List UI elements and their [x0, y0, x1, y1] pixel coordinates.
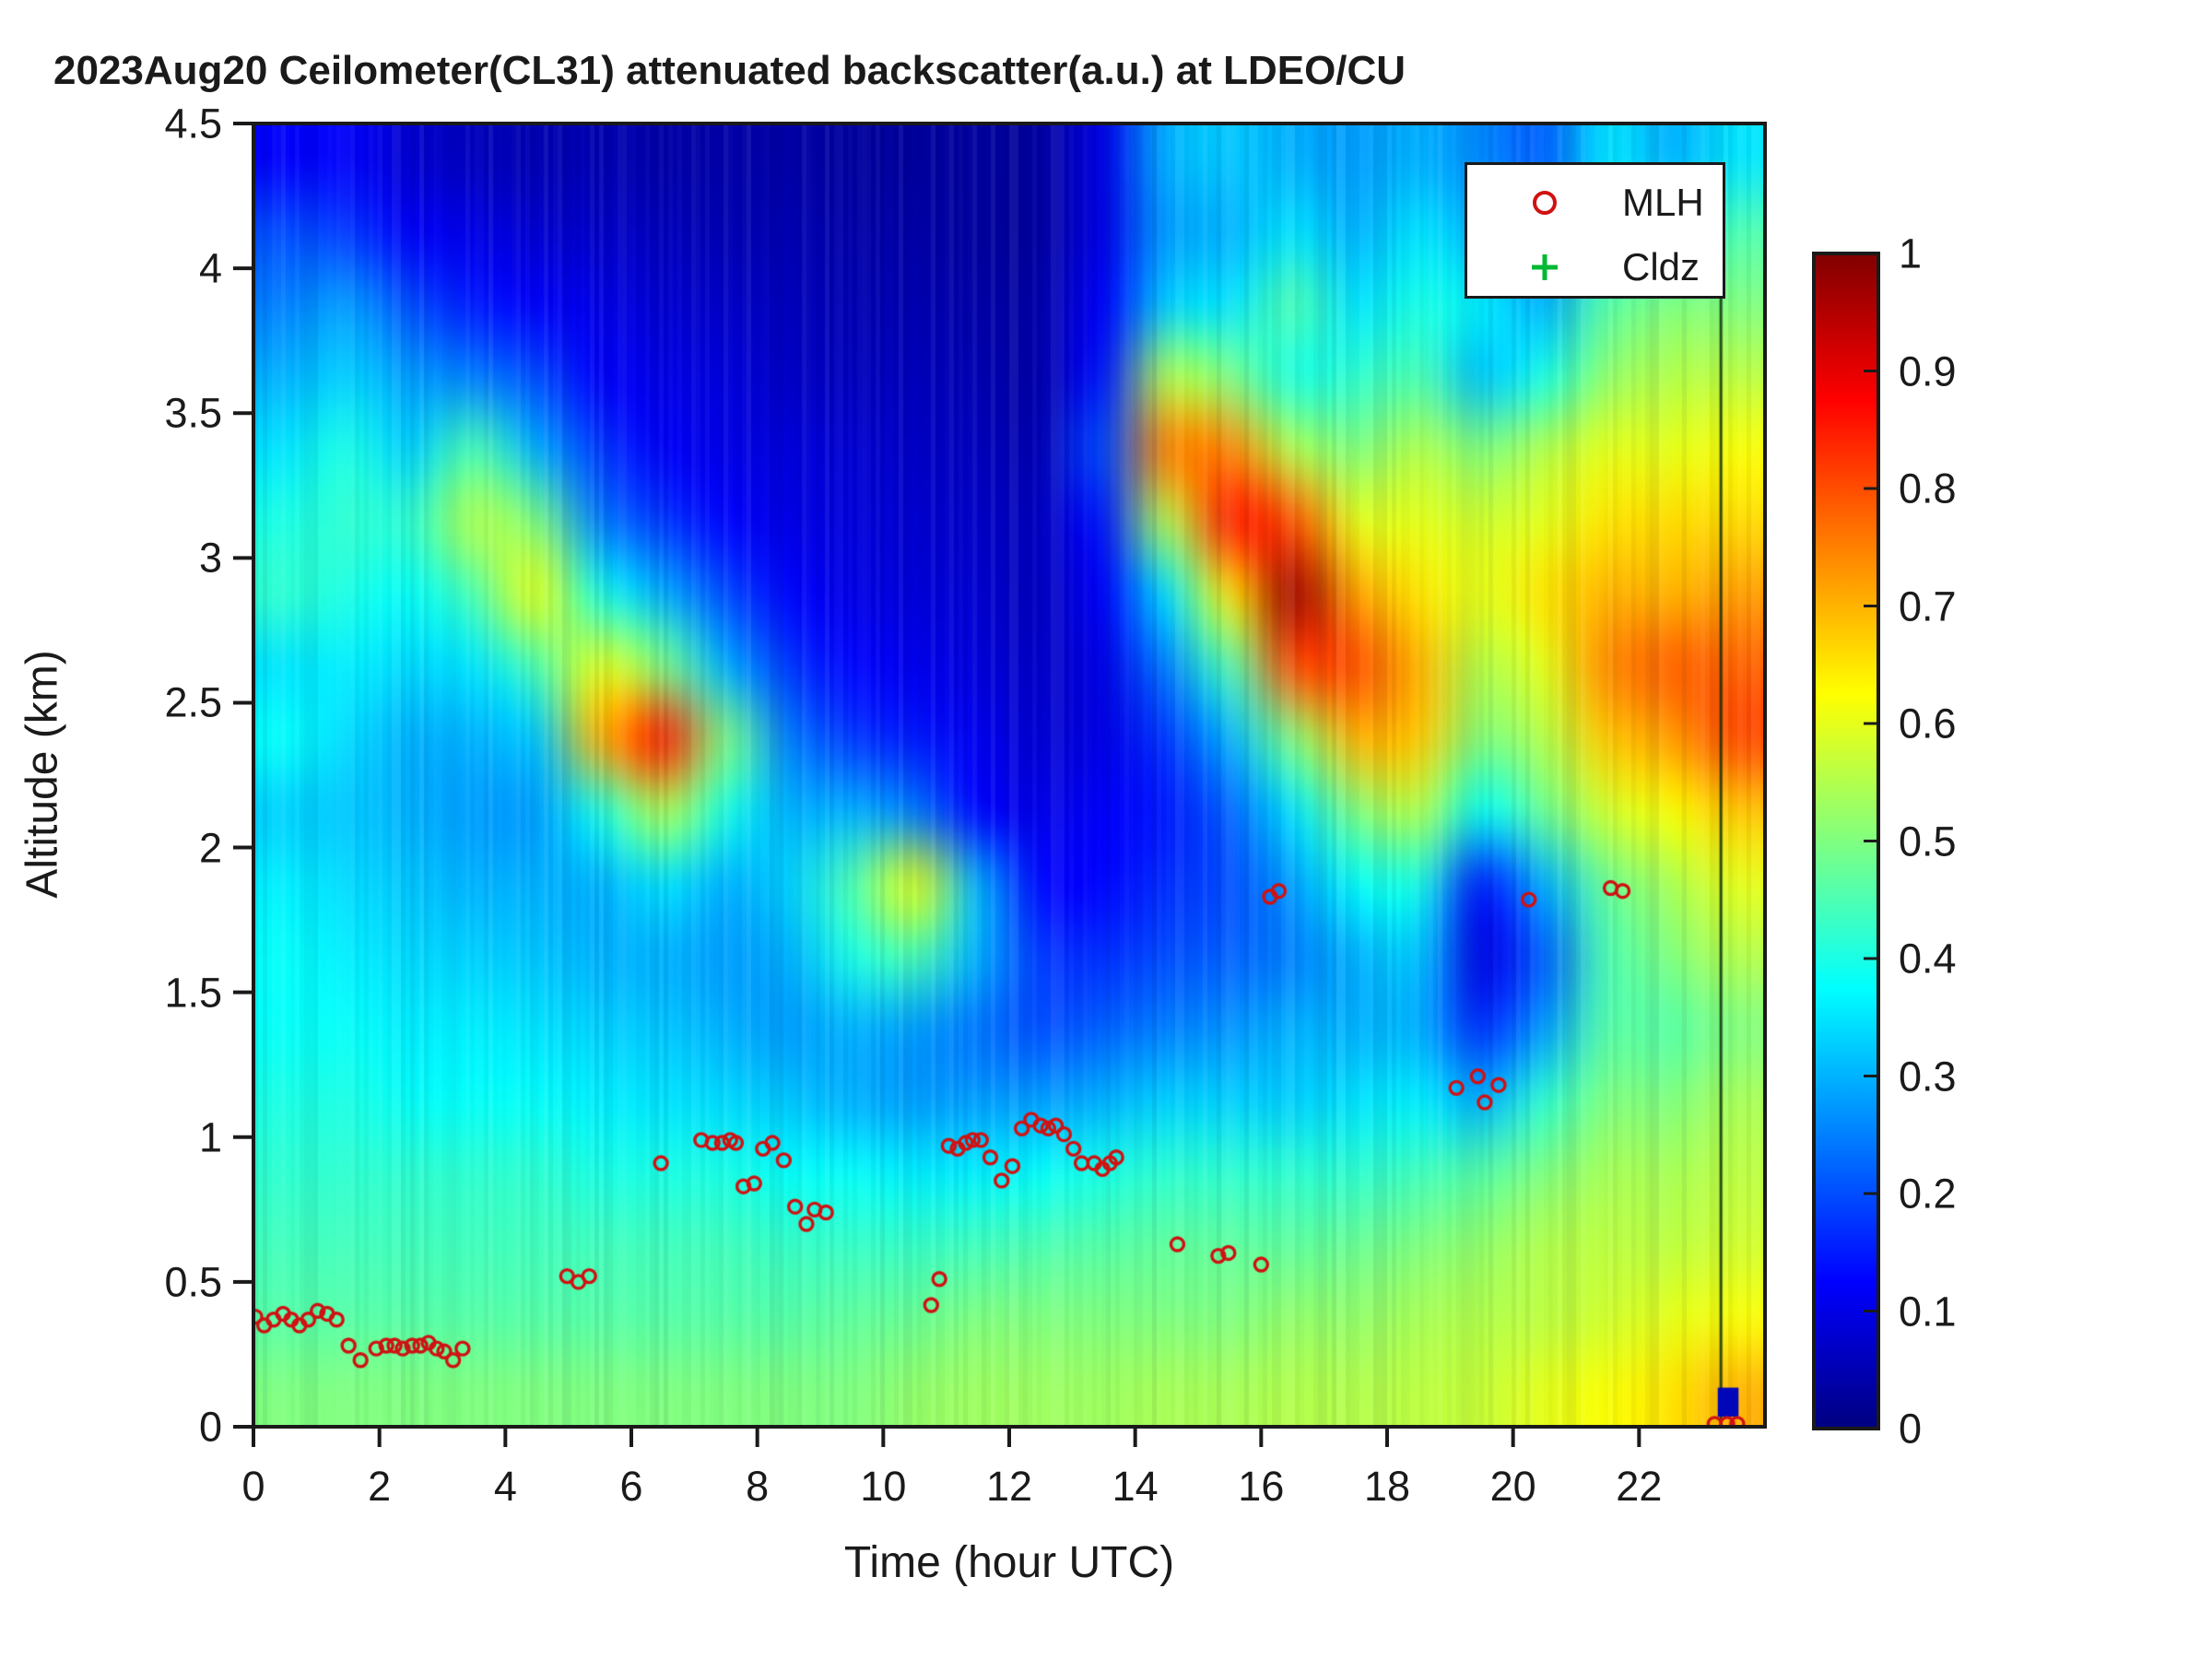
legend-box: MLH Cldz — [1465, 162, 1725, 299]
y-axis-tick-label: 0.5 — [164, 1258, 222, 1306]
colorbar-tick-label: 0 — [1899, 1405, 1923, 1453]
legend-label-cldz: Cldz — [1622, 245, 1700, 288]
x-axis-ticks — [252, 1427, 1641, 1447]
y-axis-tick-label: 2.5 — [164, 678, 222, 726]
heatmap-canvas — [253, 124, 1765, 1427]
x-axis-tick-label: 2 — [368, 1463, 392, 1510]
y-axis-label: Altitude (km) — [18, 650, 67, 899]
colorbar-tick-label: 0.6 — [1899, 700, 1957, 747]
legend-item-cldz: Cldz — [1467, 235, 1723, 300]
x-axis-tick-label: 18 — [1363, 1463, 1411, 1510]
colorbar-ticks — [1864, 370, 1878, 1312]
y-axis-tick-label: 1 — [198, 1113, 222, 1161]
y-axis-tick-label: 4.5 — [164, 100, 222, 147]
mlh-circle-marker-icon — [1533, 191, 1557, 215]
colorbar-tick-label: 0.9 — [1899, 347, 1957, 394]
colorbar-tick-label: 1 — [1899, 229, 1923, 277]
plot-border — [252, 122, 1767, 1429]
y-axis-tick-label: 2 — [198, 824, 222, 872]
x-axis-tick-label: 0 — [241, 1463, 265, 1510]
colorbar-tick-label: 0.2 — [1899, 1170, 1957, 1218]
y-axis-tick-label: 1.5 — [164, 969, 222, 1017]
chart-title: 2023Aug20 Ceilometer(CL31) attenuated ba… — [53, 48, 1406, 93]
colorbar-tick-label: 0.7 — [1899, 582, 1957, 629]
x-axis-tick-label: 12 — [985, 1463, 1033, 1510]
x-axis-tick-label: 22 — [1616, 1463, 1663, 1510]
colorbar-tick-label: 0.5 — [1899, 818, 1957, 865]
x-axis-tick-label: 4 — [493, 1463, 517, 1510]
cldz-plus-marker-icon — [1532, 254, 1558, 280]
legend-item-mlh: MLH — [1467, 171, 1723, 235]
y-axis-tick-label: 0 — [198, 1403, 222, 1451]
y-axis-tick-label: 3 — [198, 534, 222, 582]
x-axis-tick-label: 14 — [1112, 1463, 1159, 1510]
colorbar-tick-label: 0.8 — [1899, 465, 1957, 512]
y-axis-tick-label: 3.5 — [164, 389, 222, 437]
legend-label-mlh: MLH — [1622, 181, 1704, 224]
colorbar-tick-label: 0.4 — [1899, 935, 1957, 982]
y-axis-ticks — [233, 122, 253, 1429]
x-axis-label: Time (hour UTC) — [843, 1538, 1175, 1587]
y-axis-tick-label: 4 — [198, 244, 222, 292]
colorbar-tick-label: 0.3 — [1899, 1053, 1957, 1100]
x-axis-tick-label: 20 — [1489, 1463, 1536, 1510]
x-axis-tick-label: 6 — [619, 1463, 643, 1510]
x-axis-tick-label: 10 — [860, 1463, 907, 1510]
x-axis-tick-label: 16 — [1238, 1463, 1285, 1510]
colorbar-tick-label: 0.1 — [1899, 1288, 1957, 1335]
x-axis-tick-label: 8 — [746, 1463, 770, 1510]
